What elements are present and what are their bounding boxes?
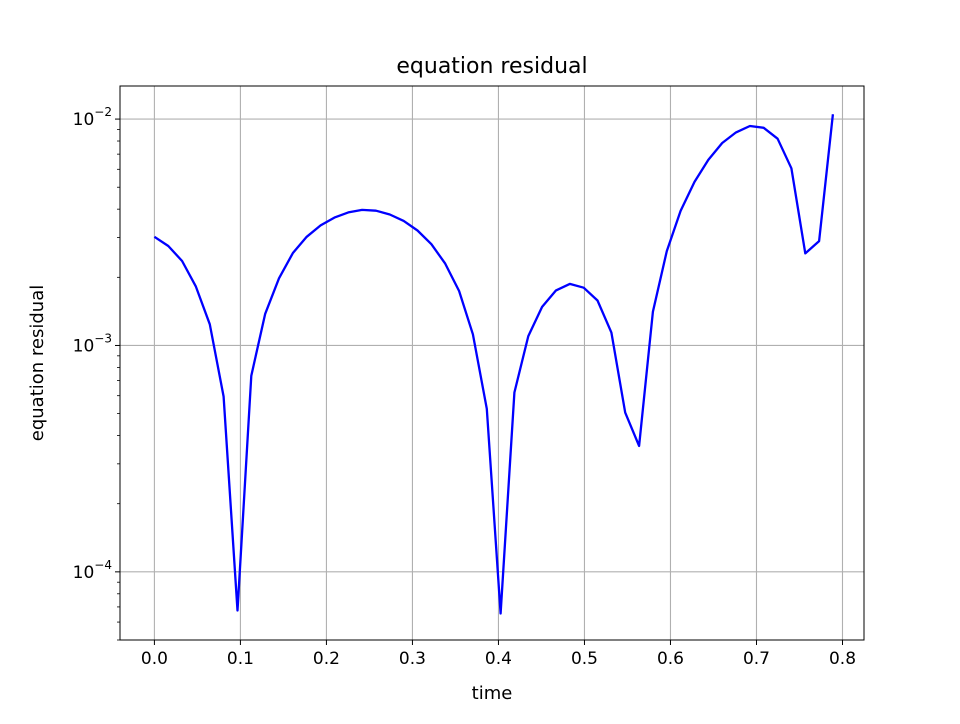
x-tick-label: 0.4 [485,649,512,669]
x-tick-label: 0.8 [829,649,856,669]
x-tick-label: 0.2 [313,649,340,669]
ticks: 0.0 0.1 0.2 0.3 0.4 0.5 0.6 0.7 0.8 10−4 10−3 10−2 [73,105,856,669]
series-layer [153,114,835,615]
y-tick-label: 10−4 [73,558,112,583]
x-tick-label: 0.5 [571,649,598,669]
y-tick-label: 10−2 [73,105,112,130]
x-axis-label: time [472,683,513,704]
x-tick-label: 0.0 [141,649,168,669]
x-tick-label: 0.6 [657,649,684,669]
grid [120,86,864,640]
x-tick-label: 0.3 [399,649,426,669]
plot-frame [119,85,865,641]
x-tick-label: 0.7 [743,649,770,669]
x-tick-label: 0.1 [227,649,254,669]
residual-series-line [153,114,835,615]
chart-title: equation residual [396,54,587,79]
y-axis-label: equation residual [27,285,48,441]
y-tick-label: 10−3 [73,331,112,356]
